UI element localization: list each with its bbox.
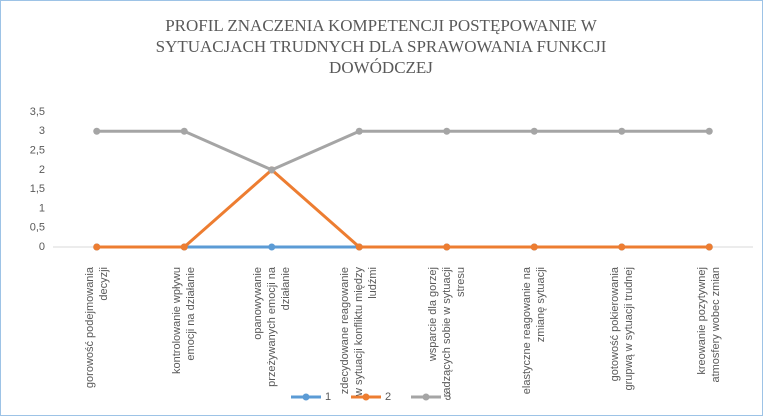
x-tick-label: kreowanie pozytywnej atmosfery wobec zmi… bbox=[696, 267, 723, 383]
point bbox=[705, 127, 713, 135]
x-tick-label: wsparcie dla gorzej radzących sobie w sy… bbox=[426, 267, 467, 398]
x-tick-label: gotowość pokierowania grupwą w sytuacji … bbox=[608, 267, 635, 391]
y-tick-label: 2 bbox=[39, 164, 45, 176]
point bbox=[443, 127, 451, 135]
legend-label: 1 bbox=[325, 391, 331, 403]
series-line bbox=[96, 168, 710, 249]
series-line bbox=[96, 129, 710, 172]
y-tick-label: 1,5 bbox=[30, 183, 45, 195]
y-tick-label: 3,5 bbox=[30, 106, 45, 118]
y-tick-label: 1 bbox=[39, 202, 45, 214]
point bbox=[618, 127, 626, 135]
chart-title: PROFIL ZNACZENIA KOMPETENCJI POSTĘPOWANI… bbox=[155, 16, 607, 77]
legend-label: 2 bbox=[385, 391, 391, 403]
y-tick-label: 0 bbox=[39, 241, 45, 253]
y-tick-label: 2,5 bbox=[30, 144, 45, 156]
legend-label: 3 bbox=[445, 391, 451, 403]
point bbox=[530, 127, 538, 135]
point bbox=[705, 243, 713, 251]
x-tick-label: gorowość podejmowania decyzji bbox=[83, 267, 110, 389]
x-tick-label: opanowywanie przeżywanych emocji na dzia… bbox=[251, 267, 292, 387]
x-tick-label: kontrolowanie wpływu emocji na działanie bbox=[171, 267, 198, 374]
point bbox=[355, 127, 363, 135]
point bbox=[180, 243, 188, 251]
point bbox=[268, 166, 276, 174]
point bbox=[355, 243, 363, 251]
x-tick-label: elastyczne reagowanie na zmianę sytuacji bbox=[521, 267, 548, 395]
point bbox=[180, 127, 188, 135]
point bbox=[93, 127, 101, 135]
legend-marker bbox=[362, 393, 370, 401]
point bbox=[443, 243, 451, 251]
point bbox=[618, 243, 626, 251]
legend-marker bbox=[302, 393, 310, 401]
point bbox=[530, 243, 538, 251]
y-tick-label: 3 bbox=[39, 125, 45, 137]
y-tick-label: 0,5 bbox=[30, 222, 45, 234]
point bbox=[268, 243, 276, 251]
legend-marker bbox=[422, 393, 430, 401]
point bbox=[93, 243, 101, 251]
x-tick-label: zdecydowane reagowanie w sytuacji konfli… bbox=[339, 267, 380, 396]
